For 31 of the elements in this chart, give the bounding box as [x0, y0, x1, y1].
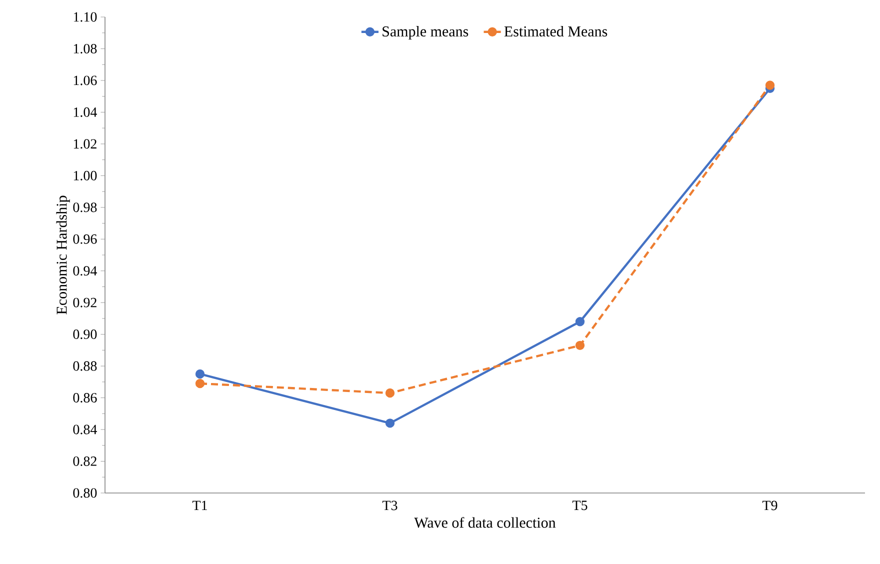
- y-tick-label: 0.82: [73, 456, 96, 466]
- x-tick-label: T5: [572, 500, 588, 510]
- point: [195, 369, 205, 379]
- y-tick-label: 0.86: [73, 393, 97, 403]
- y-tick-label: 0.96: [73, 234, 97, 244]
- y-axis-title: Economic Hardship: [56, 196, 70, 314]
- point: [575, 340, 585, 350]
- y-tick-label: 0.90: [73, 330, 97, 340]
- point: [765, 80, 775, 90]
- y-tick-label: 0.84: [73, 424, 97, 434]
- y-tick-label: 1.04: [74, 107, 97, 117]
- point: [385, 388, 395, 398]
- y-tick-label: 0.94: [73, 266, 97, 276]
- y-tick-label: 1.10: [74, 12, 97, 22]
- point: [385, 418, 395, 428]
- legend-label: Sample means: [382, 26, 468, 40]
- y-tick-label: 1.00: [74, 170, 97, 180]
- y-tick-label: 0.92: [73, 298, 96, 308]
- legend-label: Estimated Means: [504, 26, 608, 36]
- y-tick-label: 1.02: [74, 139, 96, 149]
- x-axis-title: Wave of data collection: [414, 517, 556, 528]
- y-tick-label: 1.08: [74, 44, 97, 54]
- y-tick-label: 0.88: [73, 361, 97, 371]
- x-tick-label: T9: [762, 500, 778, 510]
- point: [195, 378, 205, 388]
- y-tick-label: 0.98: [73, 202, 97, 212]
- x-tick-label: T3: [382, 500, 398, 510]
- x-tick-label: T1: [192, 500, 207, 510]
- y-tick-label: 1.06: [74, 76, 97, 86]
- point: [575, 317, 585, 326]
- y-tick-label: 0.80: [73, 488, 97, 498]
